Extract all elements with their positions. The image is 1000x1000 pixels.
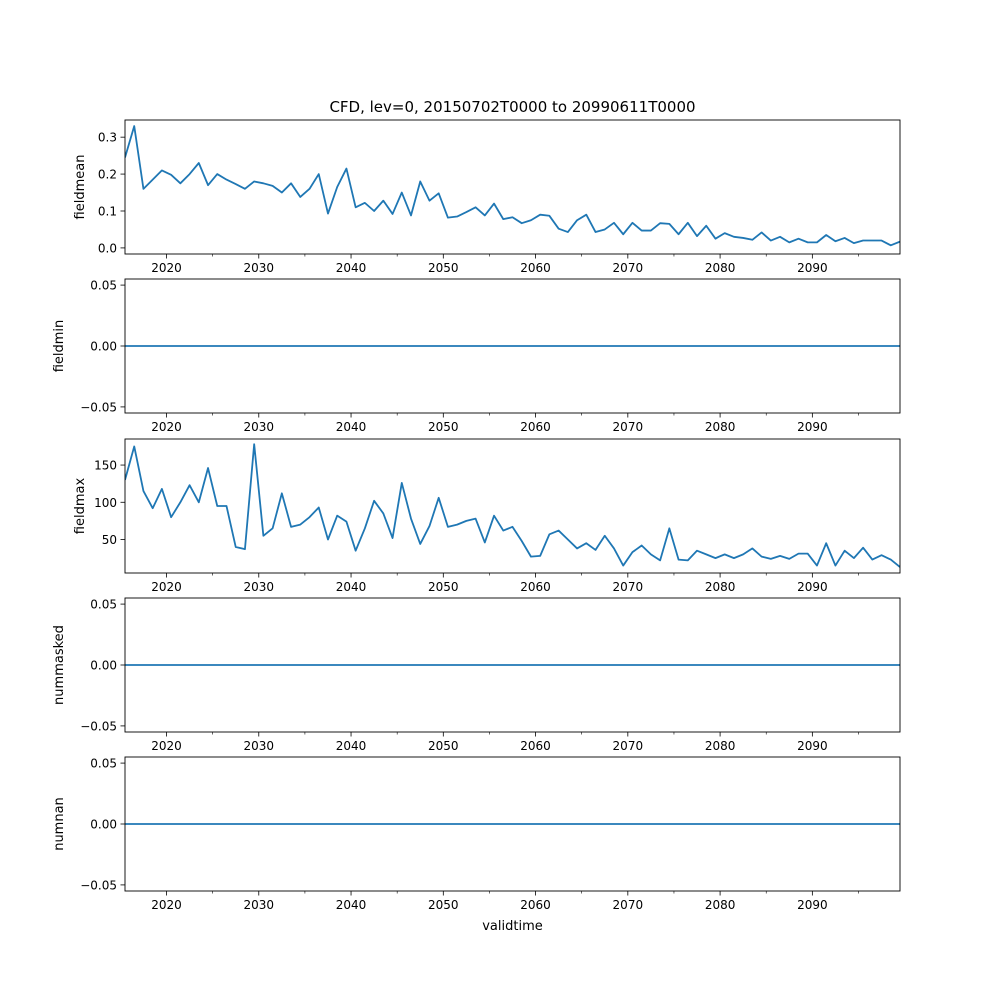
x-tick-label: 2030 (244, 420, 275, 434)
x-tick-label: 2040 (336, 739, 367, 753)
subplot-fieldmean: 2020 2030 2040 2050 2060 2070 2080 2090 0.0 0.1 0.… (73, 119, 901, 275)
y-tick-label: −0.05 (80, 878, 117, 892)
series-line-fieldmean (125, 125, 900, 247)
x-tick-label: 2080 (705, 739, 736, 753)
x-tick-label: 2060 (520, 739, 551, 753)
y-tick-label: 0.1 (98, 204, 117, 218)
y-tick-label: 150 (94, 459, 117, 473)
x-tick-label: 2050 (428, 739, 459, 753)
x-tick-label: 2080 (705, 898, 736, 912)
subplot-numnan: 2020 2030 2040 2050 2060 2070 2080 2090 −0.05 0.0… (52, 756, 901, 912)
y-tick-label: 50 (102, 533, 117, 547)
x-tick-label: 2080 (705, 580, 736, 594)
x-tick-label: 2060 (520, 898, 551, 912)
y-tick-label: 0.05 (90, 757, 117, 771)
x-tick-label: 2060 (520, 580, 551, 594)
y-tick-label: 0.00 (90, 659, 117, 673)
x-tick-label: 2050 (428, 898, 459, 912)
x-tick-label: 2070 (613, 261, 644, 275)
x-tick-label: 2090 (797, 580, 828, 594)
series-line-fieldmax (125, 443, 900, 568)
x-tick-label: 2070 (613, 739, 644, 753)
x-tick-label: 2040 (336, 420, 367, 434)
subplot-nummasked: 2020 2030 2040 2050 2060 2070 2080 2090 −0.05 0.0… (52, 597, 901, 753)
axes-frame (124, 438, 901, 574)
x-tick-label: 2030 (244, 739, 275, 753)
y-axis-label: fieldmin (52, 320, 67, 373)
y-tick-label: 0.05 (90, 279, 117, 293)
axes-frame (124, 119, 901, 255)
x-tick-label: 2050 (428, 420, 459, 434)
x-tick-label: 2060 (520, 420, 551, 434)
y-tick-label: 0.3 (98, 131, 117, 145)
x-tick-label: 2060 (520, 261, 551, 275)
y-tick-label: 100 (94, 496, 117, 510)
y-tick-label: 0.00 (90, 340, 117, 354)
y-tick-label: 0.0 (98, 241, 117, 255)
axes-frame (124, 756, 901, 892)
x-tick-label: 2090 (797, 420, 828, 434)
x-tick-label: 2020 (151, 420, 182, 434)
x-tick-label: 2040 (336, 898, 367, 912)
x-tick-label: 2070 (613, 580, 644, 594)
y-axis-label: nummasked (52, 625, 67, 705)
x-tick-label: 2080 (705, 420, 736, 434)
x-tick-label: 2090 (797, 739, 828, 753)
y-tick-label: 0.00 (90, 818, 117, 832)
subplot-fieldmax: 2020 2030 2040 2050 2060 2070 2080 2090 50 100 150… (73, 438, 901, 594)
y-tick-label: 0.2 (98, 168, 117, 182)
x-tick-label: 2020 (151, 898, 182, 912)
y-axis-label: fieldmax (73, 478, 88, 535)
x-tick-label: 2050 (428, 261, 459, 275)
y-tick-label: 0.05 (90, 598, 117, 612)
axes-frame (124, 597, 901, 733)
x-tick-label: 2090 (797, 898, 828, 912)
subplots: 2020 2030 2040 2050 2060 2070 2080 2090 0.0 0.1 0.… (52, 119, 901, 912)
y-tick-label: −0.05 (80, 719, 117, 733)
x-tick-label: 2020 (151, 580, 182, 594)
x-tick-label: 2040 (336, 261, 367, 275)
x-tick-label: 2080 (705, 261, 736, 275)
subplot-fieldmin: 2020 2030 2040 2050 2060 2070 2080 2090 −0.05 0.0… (52, 278, 901, 434)
y-axis-label: numnan (52, 797, 67, 851)
x-tick-label: 2030 (244, 580, 275, 594)
y-tick-label: −0.05 (80, 400, 117, 414)
x-tick-label: 2030 (244, 898, 275, 912)
x-axis-label: validtime (482, 919, 543, 934)
x-tick-label: 2020 (151, 739, 182, 753)
x-tick-label: 2070 (613, 420, 644, 434)
figure-title: CFD, lev=0, 20150702T0000 to 20990611T00… (329, 98, 695, 116)
x-tick-label: 2030 (244, 261, 275, 275)
x-tick-label: 2050 (428, 580, 459, 594)
x-tick-label: 2070 (613, 898, 644, 912)
x-tick-label: 2090 (797, 261, 828, 275)
y-axis-label: fieldmean (73, 155, 88, 220)
x-tick-label: 2020 (151, 261, 182, 275)
x-tick-label: 2040 (336, 580, 367, 594)
axes-frame (124, 278, 901, 414)
